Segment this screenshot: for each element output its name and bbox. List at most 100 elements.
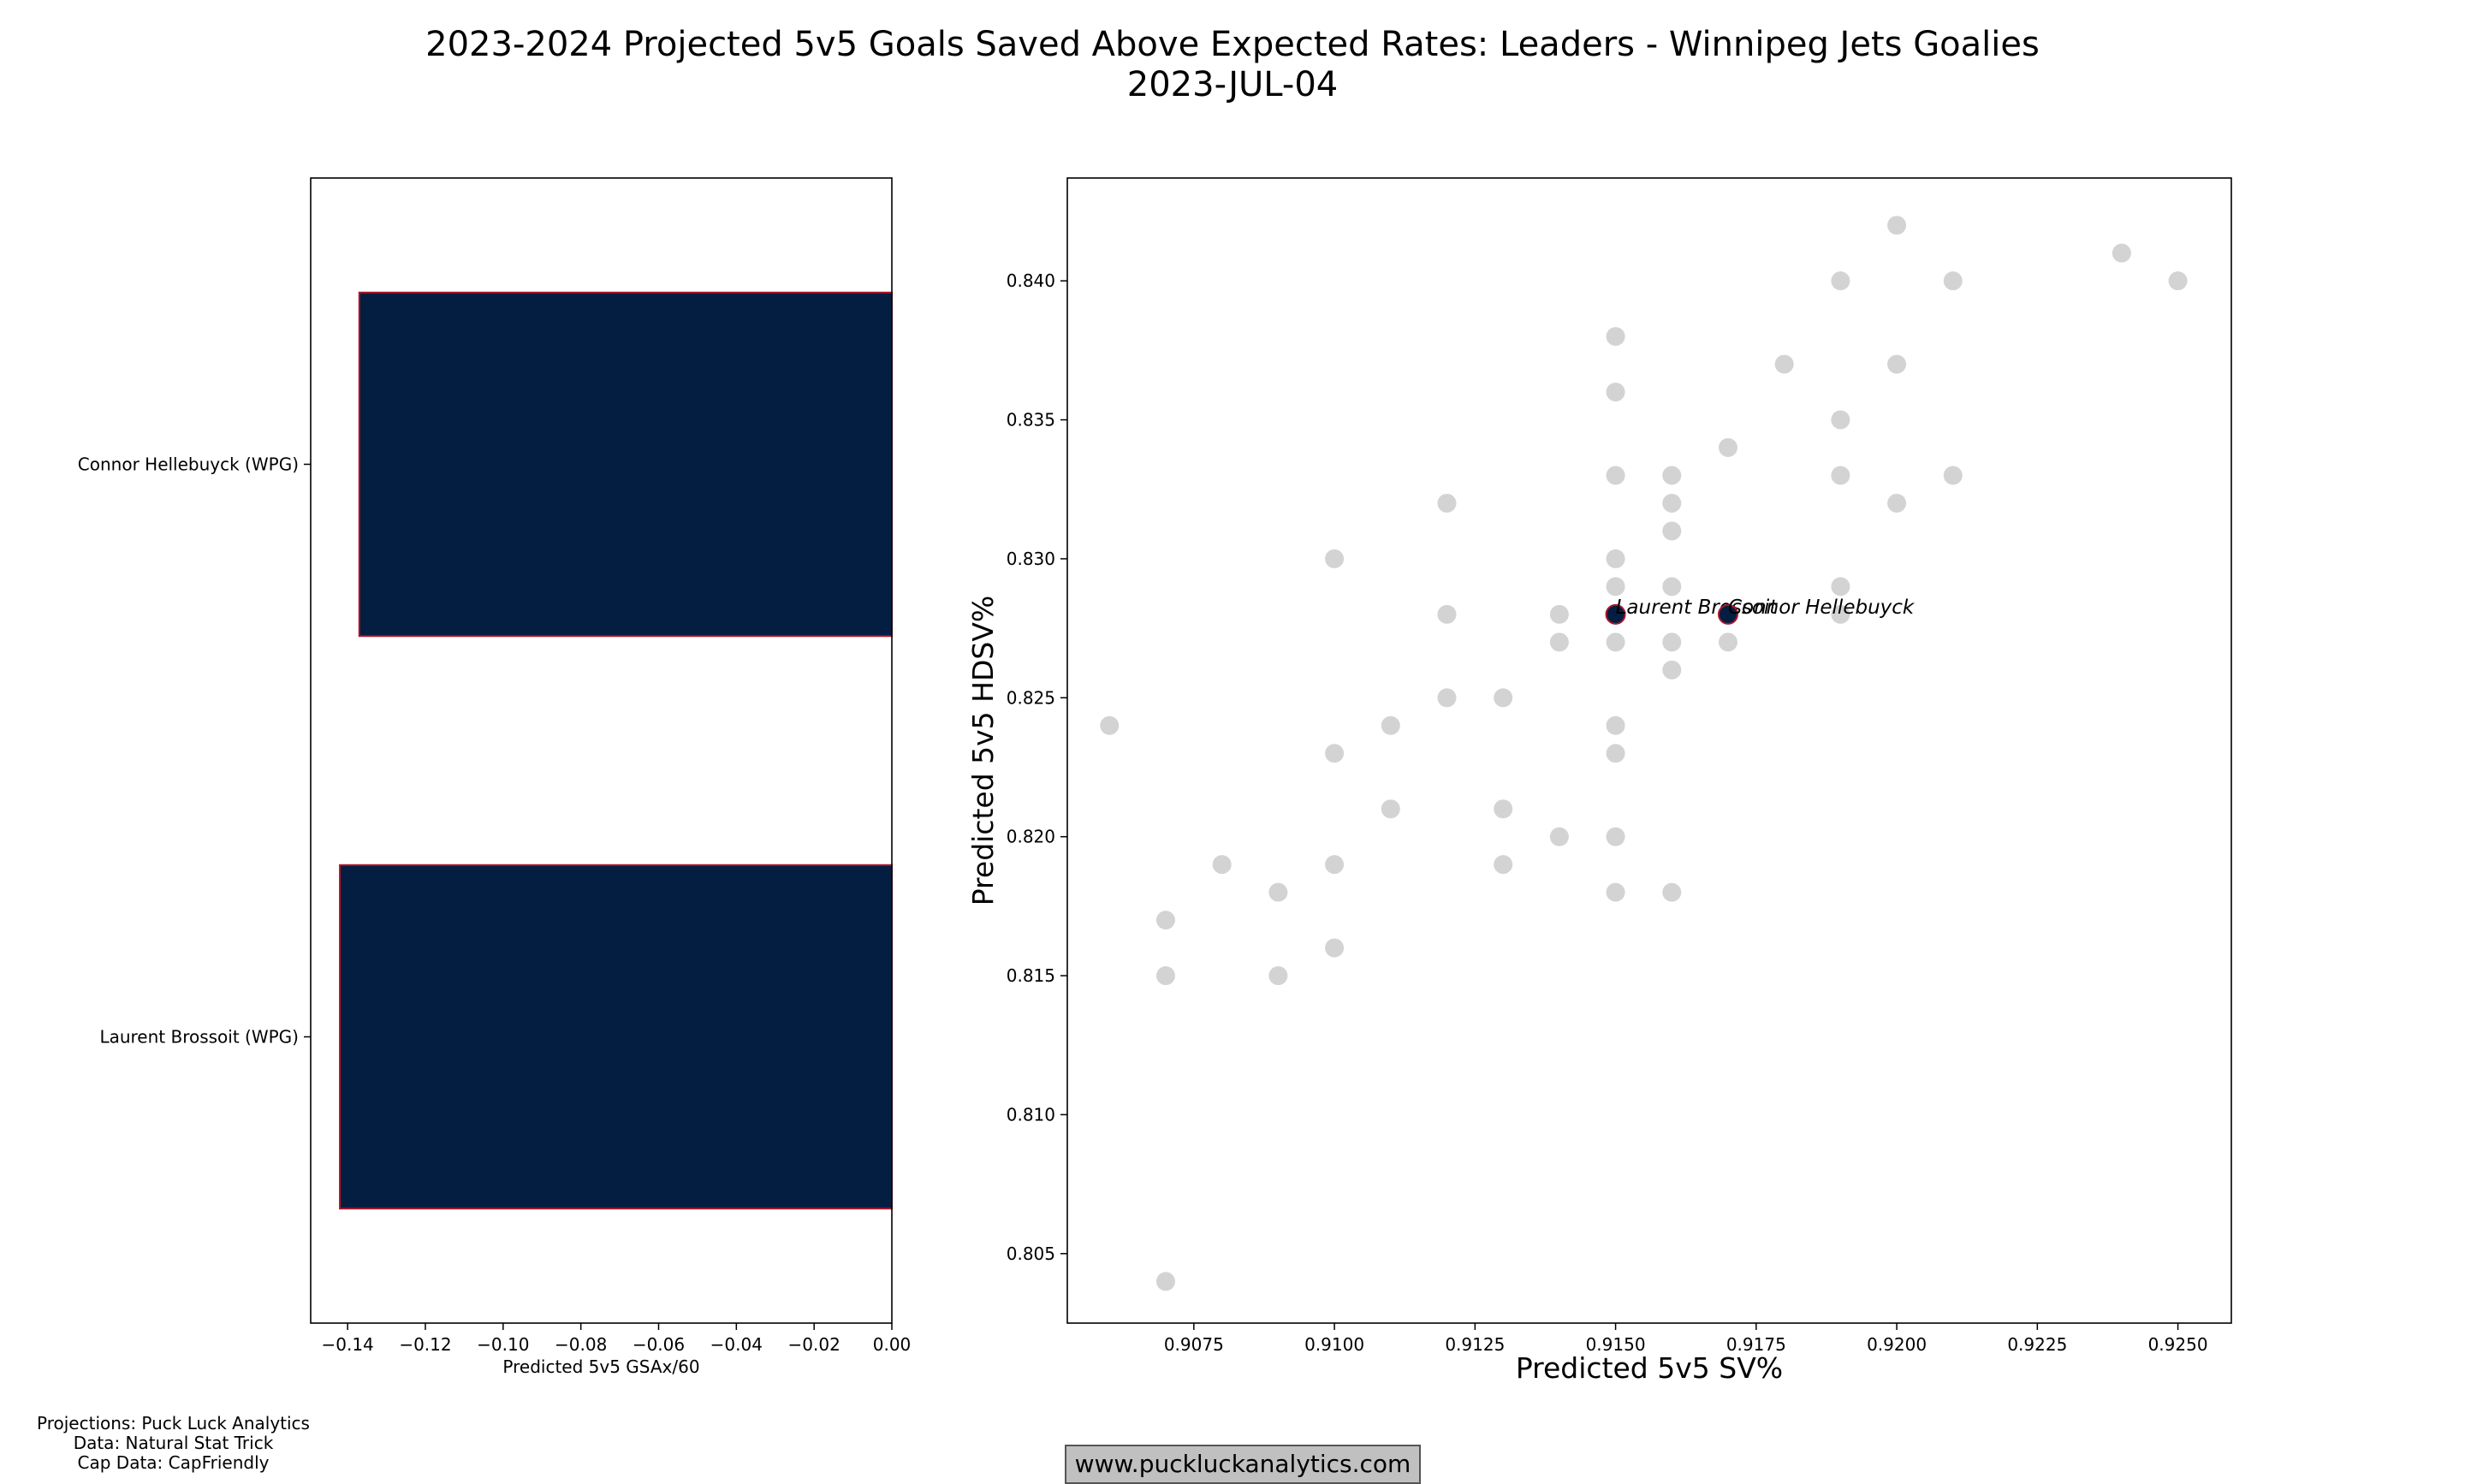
x-axis-label: Predicted 5v5 SV% [1516, 1351, 1783, 1385]
scatter-point [1549, 827, 1569, 846]
x-tick-label: −0.08 [555, 1334, 607, 1355]
y-tick-label: 0.840 [1007, 270, 1055, 291]
scatter-point [1325, 744, 1345, 763]
scatter-point [1606, 715, 1625, 735]
scatter-point [1437, 493, 1457, 513]
x-axis-label: Predicted 5v5 GSAx/60 [502, 1356, 699, 1377]
credit-projections: Projections: Puck Luck Analytics [37, 1413, 310, 1434]
bar [339, 864, 893, 1210]
x-tick-label: 0.9200 [1867, 1334, 1927, 1355]
x-tick-label: 0.9150 [1586, 1334, 1646, 1355]
scatter-point [1268, 966, 1288, 986]
scatter-point [1831, 410, 1850, 430]
x-tick-label: 0.9175 [1726, 1334, 1786, 1355]
scatter-point [1325, 855, 1345, 875]
bar-chart-panel: Connor Hellebuyck (WPG) Laurent Brossoit … [78, 177, 912, 1377]
credits: Projections: Puck Luck Analytics Data: N… [26, 1414, 321, 1473]
x-tick-label: 0.9075 [1164, 1334, 1224, 1355]
scatter-point [1718, 438, 1737, 458]
scatter-point [1549, 632, 1569, 652]
scatter-point [1606, 827, 1625, 846]
credit-cap-data: Cap Data: CapFriendly [77, 1452, 270, 1473]
scatter-point [1100, 715, 1120, 735]
scatter-point [1606, 882, 1625, 902]
chart-title: 2023-2024 Projected 5v5 Goals Saved Abov… [425, 25, 2040, 64]
scatter-point [1155, 911, 1175, 930]
x-tick-label: −0.10 [477, 1334, 529, 1355]
x-tick-label: 0.9225 [2007, 1334, 2067, 1355]
chart-subtitle: 2023-JUL-04 [1127, 65, 1338, 104]
point-annotation: Laurent Brossoit [1616, 597, 1779, 619]
scatter-point [1831, 604, 1850, 624]
scatter-point [1774, 354, 1794, 374]
scatter-point [1662, 882, 1682, 902]
scatter-point [1212, 855, 1232, 875]
bar-axes-frame [310, 177, 893, 1324]
y-tick-label: Connor Hellebuyck (WPG) [78, 454, 299, 475]
x-tick-label: 0.00 [873, 1334, 912, 1355]
scatter-point [1606, 632, 1625, 652]
y-tick-label: 0.830 [1007, 549, 1055, 569]
scatter-point [1887, 493, 1907, 513]
x-tick-label: −0.14 [321, 1334, 373, 1355]
x-tick-label: 0.9125 [1445, 1334, 1505, 1355]
x-tick-label: 0.9250 [2148, 1334, 2208, 1355]
x-tick-label: 0.9100 [1304, 1334, 1364, 1355]
y-tick-label: 0.835 [1007, 410, 1055, 430]
scatter-point [1549, 604, 1569, 624]
scatter-point [1437, 604, 1457, 624]
scatter-point [1494, 855, 1513, 875]
scatter-point [1381, 715, 1400, 735]
y-axis-label: Predicted 5v5 HDSV% [966, 596, 1000, 906]
credit-data: Data: Natural Stat Trick [73, 1433, 274, 1453]
highlighted-point [1717, 603, 1738, 625]
scatter-point [1325, 938, 1345, 958]
scatter-point [1662, 660, 1682, 680]
scatter-point [1662, 493, 1682, 513]
scatter-point [2112, 243, 2131, 263]
scatter-point [1268, 882, 1288, 902]
scatter-point [1943, 466, 1963, 485]
scatter-point [1887, 216, 1907, 235]
scatter-point [1494, 688, 1513, 708]
scatter-point [1943, 271, 1963, 291]
x-tick-label: −0.06 [633, 1334, 685, 1355]
highlighted-point [1605, 603, 1626, 625]
scatter-point [1606, 466, 1625, 485]
scatter-point [1662, 632, 1682, 652]
point-annotation: Connor Hellebuyck [1728, 597, 1916, 619]
scatter-point [1887, 354, 1907, 374]
scatter-point [1437, 688, 1457, 708]
y-tick-label: 0.810 [1007, 1104, 1055, 1125]
scatter-point [1325, 549, 1345, 568]
x-tick-label: −0.02 [788, 1334, 840, 1355]
website-label: www.puckluckanalytics.com [1065, 1445, 1421, 1484]
x-tick-label: −0.04 [710, 1334, 763, 1355]
y-tick-label: 0.805 [1007, 1244, 1055, 1264]
scatter-point [1155, 1272, 1175, 1291]
scatter-point [1718, 632, 1737, 652]
scatter-point [1662, 577, 1682, 597]
scatter-point [1831, 577, 1850, 597]
scatter-point [2168, 271, 2188, 291]
scatter-point [1155, 966, 1175, 986]
scatter-point [1494, 799, 1513, 819]
bar [358, 291, 893, 638]
scatter-point [1831, 466, 1850, 485]
y-tick-label: 0.815 [1007, 965, 1055, 986]
x-tick-label: −0.12 [399, 1334, 451, 1355]
y-tick-label: Laurent Brossoit (WPG) [99, 1027, 299, 1048]
scatter-axes-frame [1066, 177, 2232, 1324]
scatter-point [1606, 327, 1625, 347]
scatter-point [1606, 744, 1625, 763]
scatter-point [1381, 799, 1400, 819]
scatter-point [1662, 466, 1682, 485]
scatter-point [1606, 577, 1625, 597]
y-tick-label: 0.820 [1007, 827, 1055, 847]
scatter-point [1606, 383, 1625, 402]
scatter-point [1831, 271, 1850, 291]
y-tick-label: 0.825 [1007, 687, 1055, 708]
scatter-point [1606, 549, 1625, 568]
